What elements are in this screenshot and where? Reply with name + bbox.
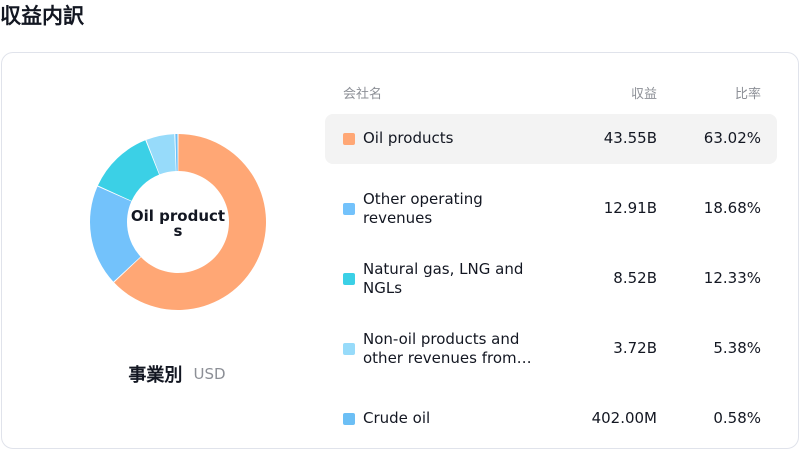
table-row[interactable]: Natural gas, LNG and NGLs 8.52B 12.33% (325, 254, 777, 304)
legend-swatch (343, 343, 355, 355)
revenue-table: 会社名 収益 比率 Oil products 43.55B 63.02% Other … (325, 53, 777, 427)
donut-chart[interactable] (88, 132, 268, 312)
column-header-ratio: 比率 (734, 87, 761, 102)
table-row[interactable]: Oil products 43.55B 63.02% (325, 114, 777, 164)
page-title: 収益内訳 (0, 4, 84, 28)
row-revenue: 8.52B (613, 269, 657, 287)
row-revenue: 402.00M (591, 409, 657, 427)
row-name: Natural gas, LNG and NGLs (363, 260, 524, 297)
revenue-breakdown-card: Oil products 事業別 USD 会社名 収益 比率 Oil produ… (1, 52, 799, 449)
legend-swatch (343, 273, 355, 285)
currency-label: USD (193, 365, 226, 383)
row-ratio: 18.68% (703, 199, 761, 217)
legend-swatch (343, 413, 355, 425)
donut-chart-area: Oil products 事業別 USD (2, 53, 322, 448)
row-name: Crude oil (363, 409, 431, 427)
table-row[interactable]: Crude oil 402.00M 0.58% (325, 394, 777, 444)
row-ratio: 63.02% (703, 129, 761, 147)
row-revenue: 3.72B (613, 339, 657, 357)
donut-slice-4[interactable] (146, 134, 176, 175)
donut-slice-1[interactable] (114, 134, 266, 310)
donut-slice-3[interactable] (97, 140, 160, 201)
breakdown-title: 事業別 (128, 365, 183, 386)
donut-slice-5[interactable] (175, 134, 178, 172)
row-name: Non-oil products and other revenues from… (363, 330, 532, 367)
table-row[interactable]: Other operating revenues 12.91B 18.68% (325, 184, 777, 234)
legend-swatch (343, 133, 355, 145)
row-revenue: 43.55B (603, 129, 657, 147)
donut-slice-2[interactable] (89, 186, 141, 282)
breakdown-caption: 事業別 USD (62, 361, 292, 387)
row-ratio: 12.33% (703, 269, 761, 287)
legend-swatch (343, 203, 355, 215)
row-revenue: 12.91B (603, 199, 657, 217)
donut-center-label: Oil products (130, 207, 226, 240)
row-ratio: 0.58% (713, 409, 761, 427)
table-header: 会社名 収益 比率 (325, 53, 777, 139)
row-ratio: 5.38% (713, 339, 761, 357)
row-name: Other operating revenues (363, 190, 483, 227)
table-row[interactable]: Non-oil products and other revenues from… (325, 324, 777, 374)
row-name: Oil products (363, 129, 454, 147)
column-header-name: 会社名 (343, 87, 383, 102)
column-header-revenue: 収益 (630, 87, 657, 102)
